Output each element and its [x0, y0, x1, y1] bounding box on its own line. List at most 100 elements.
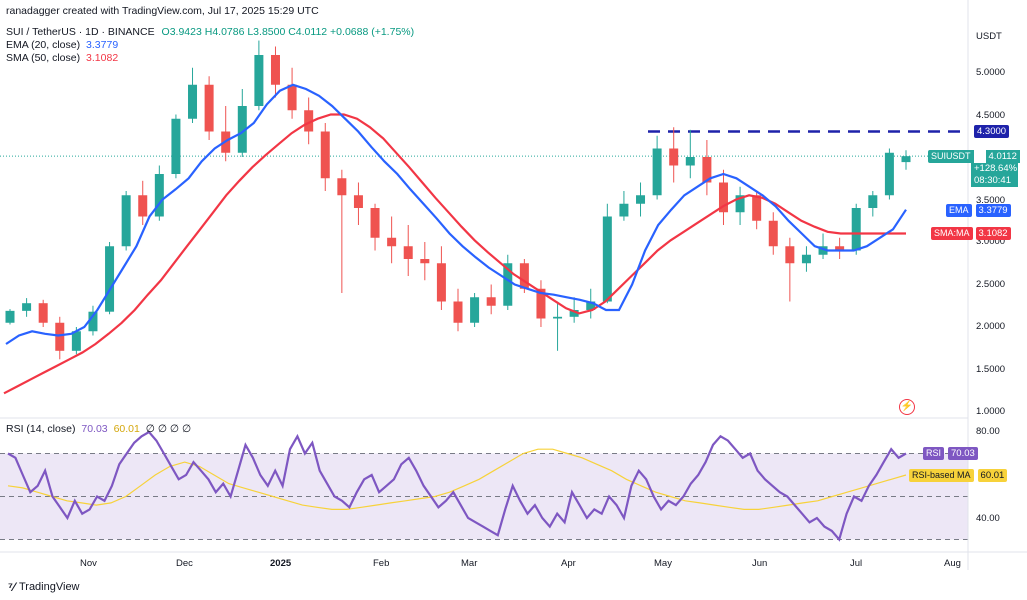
sma-legend-value: 3.1082: [86, 52, 119, 64]
sma-tag-value: 3.1082: [975, 227, 1011, 240]
tradingview-logo-text: TradingView: [18, 581, 80, 593]
candle-body: [801, 254, 811, 264]
candle: [188, 67, 198, 123]
candle: [486, 284, 496, 315]
candle-body: [470, 297, 480, 323]
ema-legend[interactable]: EMA (20, close) 3.3779: [6, 39, 118, 51]
price-tick-1.5: 1.5000: [976, 364, 1006, 375]
candle: [569, 297, 579, 323]
candle: [669, 127, 679, 183]
rsi-legend-value: 70.03: [81, 423, 108, 435]
rsi-legend-label: RSI (14, close): [6, 423, 76, 435]
candle: [105, 242, 115, 315]
candle: [237, 89, 247, 157]
candle: [785, 237, 795, 302]
symbol-tag-name: SUIUSDT: [928, 150, 974, 163]
candle: [619, 191, 629, 221]
candle: [387, 216, 397, 264]
ema20-line: [5, 83, 907, 345]
candle: [884, 148, 894, 200]
candle-body: [55, 322, 65, 351]
candle-body: [553, 316, 563, 319]
candle-body: [353, 195, 363, 208]
time-tick-may: May: [654, 558, 672, 569]
candle: [154, 165, 164, 221]
candle: [337, 169, 347, 293]
rsi-ma-tag-label: RSI-based MA: [909, 469, 974, 482]
candle: [602, 203, 612, 304]
candle: [470, 293, 480, 327]
candle-body: [237, 106, 247, 153]
price-tick-4.5: 4.5000: [976, 110, 1006, 121]
price-tick-5: 5.0000: [976, 67, 1006, 78]
symbol-line: SUI / TetherUS · 1D · BINANCE O3.9423 H4…: [6, 26, 414, 38]
candle-body: [503, 263, 513, 306]
time-tick-nov: Nov: [80, 558, 97, 569]
candle-body: [619, 203, 629, 217]
rsi-band: [0, 453, 968, 540]
candle: [22, 298, 32, 317]
candle: [171, 114, 181, 179]
candle-body: [71, 331, 81, 351]
rsi-tag-value: 70.03: [948, 447, 978, 460]
candle-body: [22, 303, 32, 311]
candle-body: [851, 208, 861, 251]
candle-body: [669, 148, 679, 166]
candle-body: [204, 84, 214, 132]
ema-tag-label: EMA: [946, 204, 972, 217]
candle-body: [270, 55, 280, 85]
rsi-value-tag: RSI 70.03: [923, 447, 978, 460]
candle-body: [154, 174, 164, 217]
tradingview-logo[interactable]: ⁷⁄ TradingView: [8, 580, 80, 594]
rsi-ma-tag-value: 60.01: [977, 469, 1008, 482]
candle-body: [370, 208, 380, 238]
time-tick-mar: Mar: [461, 558, 478, 569]
ema-legend-label: EMA (20, close): [6, 39, 81, 51]
candle-body: [486, 297, 496, 306]
price-tick-1: 1.0000: [976, 406, 1006, 417]
time-tick-feb: Feb: [373, 558, 390, 569]
candle-body: [652, 148, 662, 196]
candle-body: [569, 310, 579, 317]
ohlc-values: O3.9423 H4.0786 L3.8500 C4.0112 +0.0688 …: [161, 26, 415, 38]
candle-body: [171, 118, 181, 174]
candle: [868, 191, 878, 217]
symbol-name[interactable]: SUI / TetherUS · 1D · BINANCE: [6, 26, 155, 38]
candle: [403, 225, 413, 276]
candle-body: [88, 311, 98, 332]
candle-body: [586, 301, 596, 310]
candle: [5, 309, 15, 325]
candle-body: [387, 237, 397, 247]
candle: [801, 246, 811, 272]
candle-body: [884, 152, 894, 196]
candle: [702, 140, 712, 196]
candle: [420, 242, 430, 281]
sma50-line: [3, 113, 906, 395]
candle: [901, 150, 911, 170]
rsi-ma-legend-value: 60.01: [113, 423, 140, 435]
price-tick-2.5: 2.5000: [976, 279, 1006, 290]
candle-body: [752, 195, 762, 221]
lightning-icon[interactable]: ⚡: [899, 399, 915, 415]
candle-body: [436, 263, 446, 302]
candle: [718, 169, 728, 225]
time-tick-jul: Jul: [850, 558, 863, 569]
candle-body: [453, 301, 463, 323]
sma-legend[interactable]: SMA (50, close) 3.1082: [6, 52, 118, 64]
candle: [735, 186, 745, 225]
candle-body: [785, 246, 795, 264]
candle-body: [304, 110, 314, 132]
candle-body: [320, 131, 330, 179]
candle: [453, 288, 463, 332]
resistance-price-tag: 4.3000: [974, 125, 1010, 138]
candle: [636, 182, 646, 217]
candle-body: [818, 246, 828, 255]
ema-tag-value: 3.3779: [975, 204, 1011, 217]
ema-price-tag: EMA 3.3779: [946, 204, 1011, 217]
rsi-legend[interactable]: RSI (14, close) 70.03 60.01 ∅ ∅ ∅ ∅: [6, 423, 191, 435]
symbol-tag-timer: 08:30:41: [971, 175, 1018, 187]
candle: [304, 97, 314, 145]
candle-body: [105, 246, 115, 312]
rsi-ma-line: [7, 448, 907, 510]
